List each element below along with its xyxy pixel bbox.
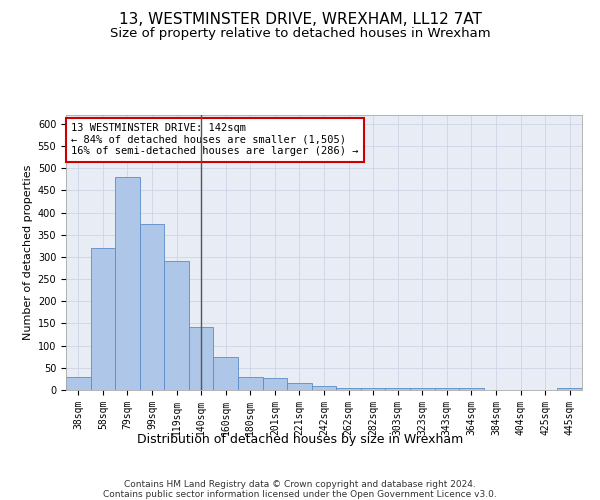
- Bar: [164, 262, 189, 390]
- Bar: [91, 248, 115, 390]
- Bar: [557, 388, 582, 390]
- Text: Size of property relative to detached houses in Wrexham: Size of property relative to detached ho…: [110, 28, 490, 40]
- Text: Distribution of detached houses by size in Wrexham: Distribution of detached houses by size …: [137, 432, 463, 446]
- Bar: [287, 384, 312, 390]
- Bar: [385, 388, 410, 390]
- Y-axis label: Number of detached properties: Number of detached properties: [23, 165, 34, 340]
- Bar: [115, 177, 140, 390]
- Bar: [238, 376, 263, 390]
- Bar: [361, 388, 385, 390]
- Text: 13 WESTMINSTER DRIVE: 142sqm
← 84% of detached houses are smaller (1,505)
16% of: 13 WESTMINSTER DRIVE: 142sqm ← 84% of de…: [71, 123, 359, 156]
- Bar: [189, 326, 214, 390]
- Text: Contains HM Land Registry data © Crown copyright and database right 2024.: Contains HM Land Registry data © Crown c…: [124, 480, 476, 489]
- Bar: [434, 388, 459, 390]
- Text: 13, WESTMINSTER DRIVE, WREXHAM, LL12 7AT: 13, WESTMINSTER DRIVE, WREXHAM, LL12 7AT: [119, 12, 481, 28]
- Bar: [410, 388, 434, 390]
- Text: Contains public sector information licensed under the Open Government Licence v3: Contains public sector information licen…: [103, 490, 497, 499]
- Bar: [459, 388, 484, 390]
- Bar: [140, 224, 164, 390]
- Bar: [66, 376, 91, 390]
- Bar: [312, 386, 336, 390]
- Bar: [263, 378, 287, 390]
- Bar: [336, 388, 361, 390]
- Bar: [214, 356, 238, 390]
